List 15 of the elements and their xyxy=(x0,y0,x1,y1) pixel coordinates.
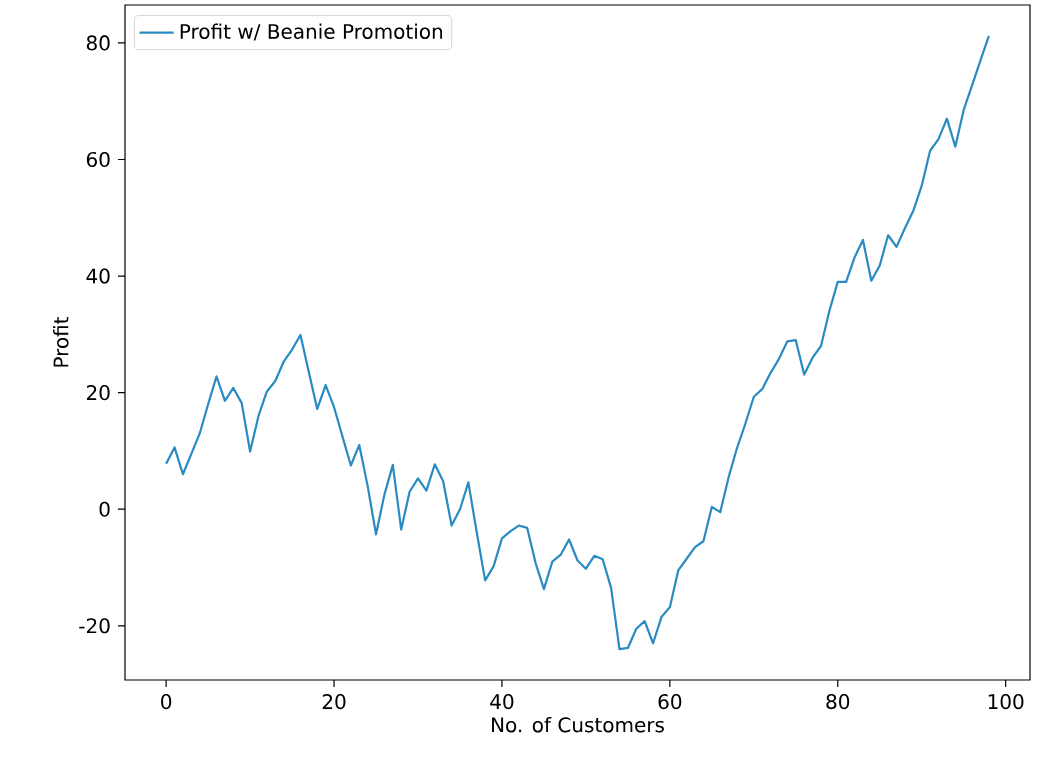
legend-label: Profit w/ Beanie Promotion xyxy=(180,23,443,41)
y-tick-label: 20 xyxy=(86,385,110,401)
x-tick-label: 0 xyxy=(161,694,172,710)
y-tick-label: 0 xyxy=(99,501,110,517)
y-tick-label: -20 xyxy=(79,618,110,634)
x-tick-label: 40 xyxy=(490,694,514,710)
x-tick-label: 60 xyxy=(658,694,682,710)
y-tick-label: 40 xyxy=(86,268,110,284)
y-axis-title: Profit xyxy=(53,316,69,367)
x-tick-label: 20 xyxy=(322,694,346,710)
y-tick-label: 60 xyxy=(86,151,110,168)
x-axis-title: No. of Customers xyxy=(492,716,664,733)
x-tick-label: 80 xyxy=(826,694,850,710)
x-tick-label: 100 xyxy=(988,694,1024,710)
y-tick-label: 80 xyxy=(86,35,110,51)
